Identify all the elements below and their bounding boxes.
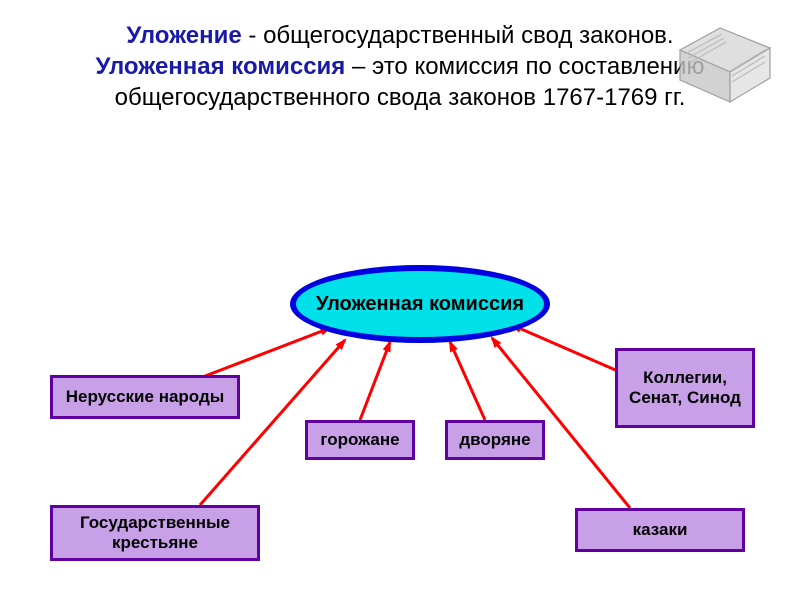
term-komissiya: Уложенная комиссия (96, 53, 346, 80)
box-kollegii: Коллегии, Сенат, Синод (615, 348, 755, 428)
box-nerusskie: Нерусские народы (50, 375, 240, 419)
arrow-gorozhane (360, 342, 390, 420)
def-ulozhenie: общегосударственный свод законов. (263, 22, 674, 49)
sep1: - (242, 22, 263, 49)
box-gorozhane: горожане (305, 420, 415, 460)
box-gos-krest: Государственные крестьяне (50, 505, 260, 561)
box-dvoryane: дворяне (445, 420, 545, 460)
center-node-ulozhennaya-komissiya: Уложенная комиссия (290, 265, 550, 343)
arrow-dvoryane (450, 342, 485, 420)
arrow-kollegii (512, 325, 620, 372)
term-ulozhenie: Уложение (126, 22, 241, 49)
arrow-nerusskie (200, 328, 330, 378)
box-kazaki: казаки (575, 508, 745, 552)
book-decoration-icon (660, 10, 790, 120)
sep2: – (345, 53, 372, 80)
